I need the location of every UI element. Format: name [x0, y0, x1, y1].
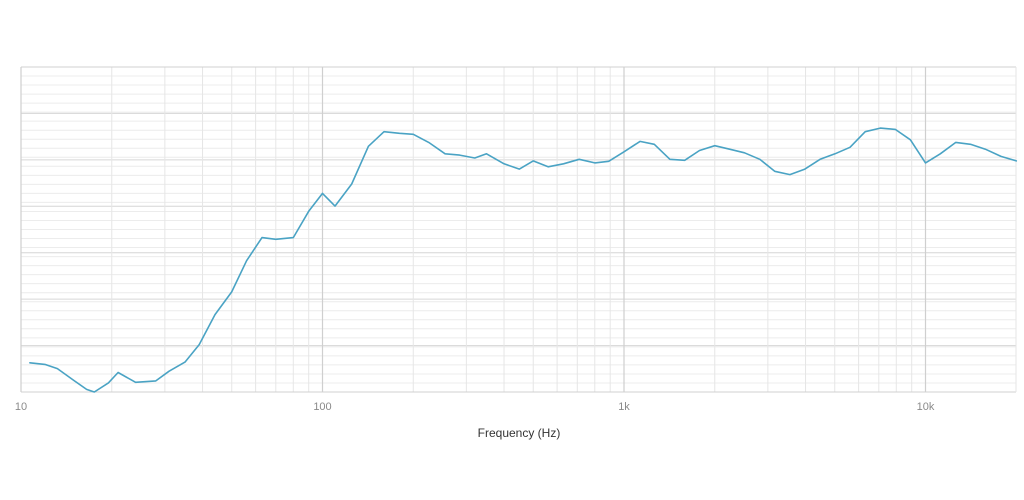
x-tick-label: 10k	[917, 401, 935, 413]
x-axis-title: Frequency (Hz)	[478, 426, 561, 440]
x-tick-label: 1k	[618, 401, 630, 413]
x-tick-label: 10	[15, 401, 27, 413]
x-tick-labels: 10 100 1k 10k	[15, 401, 935, 413]
series-line	[29, 127, 1018, 393]
grid	[20, 66, 1017, 393]
x-tick-label: 100	[313, 401, 331, 413]
